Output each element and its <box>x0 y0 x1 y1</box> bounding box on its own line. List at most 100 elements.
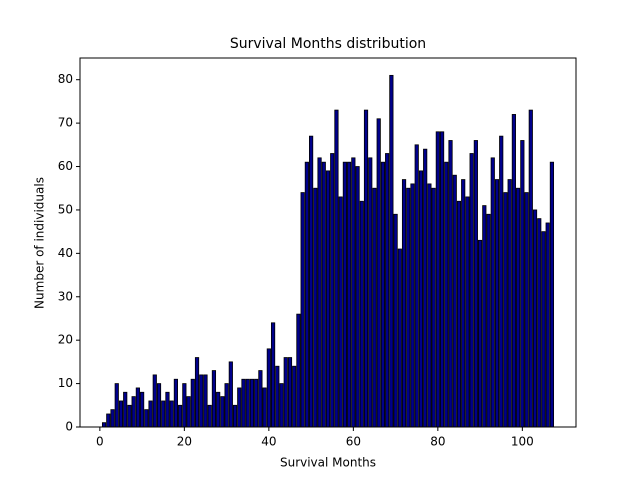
bar <box>101 422 107 428</box>
bar <box>435 131 440 428</box>
bar <box>262 387 267 428</box>
bar <box>178 404 183 428</box>
bar <box>296 313 301 428</box>
bar <box>283 357 288 428</box>
bar <box>207 404 212 428</box>
bar <box>418 170 424 428</box>
y-axis-label: Number of individuals <box>33 177 47 309</box>
bar <box>511 114 516 428</box>
bar <box>169 400 174 428</box>
bar <box>380 161 386 428</box>
bar <box>393 213 398 428</box>
bar <box>469 153 474 428</box>
bar <box>456 200 462 428</box>
y-tick-label: 30 <box>58 289 73 303</box>
bar <box>376 118 381 428</box>
bar <box>397 248 402 428</box>
bar <box>389 74 394 428</box>
y-tick-label: 40 <box>58 246 73 260</box>
bar <box>325 170 331 428</box>
bar <box>144 409 149 428</box>
bar <box>541 231 546 428</box>
bar <box>148 400 153 428</box>
bar <box>473 140 478 428</box>
bar <box>224 383 229 428</box>
bar <box>478 239 483 428</box>
bar <box>414 144 419 428</box>
bar <box>279 383 284 428</box>
bar <box>211 370 217 428</box>
plot-frame <box>79 57 577 428</box>
bar <box>549 161 555 428</box>
bar <box>258 370 263 428</box>
bar <box>359 200 364 428</box>
chart-title: Survival Months distribution <box>230 36 426 52</box>
bar <box>245 378 250 428</box>
bar <box>431 187 436 428</box>
bar <box>304 161 309 428</box>
x-tick-label: 60 <box>346 435 361 449</box>
bar <box>152 374 157 428</box>
y-tick-label: 10 <box>58 376 73 390</box>
bar <box>499 135 504 428</box>
bar <box>199 374 204 428</box>
bar <box>140 391 145 428</box>
bar <box>186 396 191 428</box>
bar <box>287 357 293 428</box>
bar <box>321 161 326 428</box>
bar <box>135 387 140 428</box>
x-axis-label: Survival Months <box>280 456 376 470</box>
bar <box>123 391 128 428</box>
bar <box>486 213 491 428</box>
bar <box>410 183 415 428</box>
bar <box>232 404 238 428</box>
bar <box>448 140 453 428</box>
bar <box>106 413 111 428</box>
bar <box>334 109 339 428</box>
bar <box>372 187 377 428</box>
bar <box>427 183 432 428</box>
y-tick-label: 20 <box>58 333 73 347</box>
bar <box>494 179 500 428</box>
bar <box>528 109 533 428</box>
bar <box>406 187 411 428</box>
y-tick-label: 70 <box>58 116 73 130</box>
bar <box>118 400 124 428</box>
bar <box>355 166 360 428</box>
bar <box>351 157 356 428</box>
bar <box>228 361 233 428</box>
bar <box>516 187 521 428</box>
bar <box>347 161 352 428</box>
bar <box>385 153 390 428</box>
bar <box>401 179 407 428</box>
x-tick-label: 20 <box>177 435 192 449</box>
bar <box>545 222 550 428</box>
bar <box>266 348 271 428</box>
bar <box>330 153 335 428</box>
bar <box>503 192 508 428</box>
bar <box>309 135 314 428</box>
x-tick-label: 0 <box>96 435 104 449</box>
bar <box>338 196 343 428</box>
bar <box>275 365 280 428</box>
bar <box>114 383 119 428</box>
bar <box>254 378 259 428</box>
bar <box>300 192 305 428</box>
x-tick-label: 40 <box>261 435 276 449</box>
bar <box>249 378 255 428</box>
bar <box>342 161 347 428</box>
bar <box>452 174 457 428</box>
bar <box>131 396 136 428</box>
bar <box>270 322 276 428</box>
bar <box>292 365 297 428</box>
bar <box>237 387 242 428</box>
bar <box>524 192 529 428</box>
bar <box>368 157 373 428</box>
bar <box>520 140 525 428</box>
x-tick-label: 100 <box>511 435 534 449</box>
bar <box>203 374 208 428</box>
bar <box>313 187 318 428</box>
bar <box>156 383 162 428</box>
bar <box>423 148 428 428</box>
